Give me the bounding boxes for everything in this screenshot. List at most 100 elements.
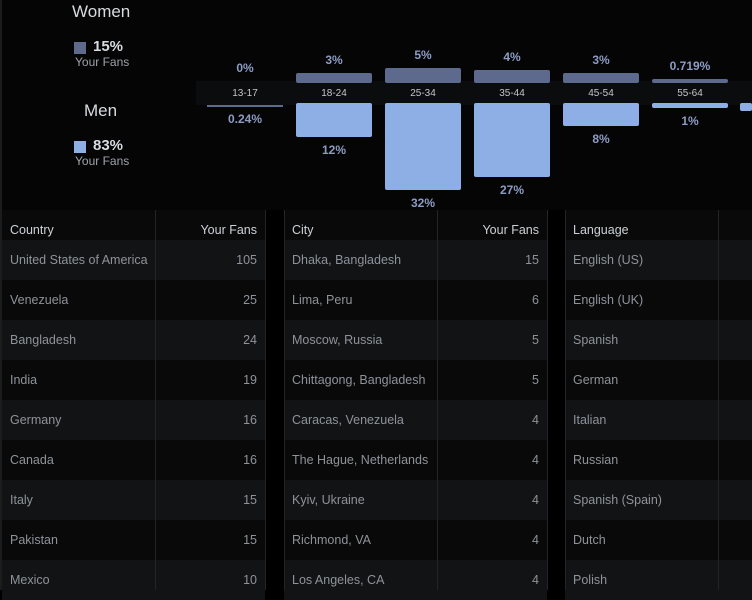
table-row[interactable]: Dhaka, Bangladesh 15 [284,240,547,280]
row-fan-count: 24 [243,333,257,347]
men-bar-18-24[interactable] [296,103,372,138]
row-name: German [573,373,619,387]
row-name: Italian [573,413,607,427]
table-row[interactable]: Kyiv, Ukraine 4 [284,480,547,520]
table-row[interactable]: Chittagong, Bangladesh 5 [284,360,547,400]
table-row[interactable]: United States of America 105 [2,240,265,280]
men-bar-13-17[interactable] [207,105,283,107]
country-column-divider [155,210,156,590]
table-row[interactable]: English (UK) [565,280,752,320]
country-fans-column-header[interactable]: Your Fans [200,223,257,237]
table-row[interactable]: German [565,360,752,400]
table-row[interactable]: Spanish (Spain) [565,480,752,520]
table-row[interactable]: India 19 [2,360,265,400]
men-bar-55-64[interactable] [652,103,728,108]
women-percent: 15% [93,38,124,55]
women-bar-55-64[interactable] [652,79,728,83]
table-row[interactable]: Spanish [565,320,752,360]
table-row[interactable]: Dutch [565,520,752,560]
men-bar-45-54[interactable] [563,103,639,127]
table-row[interactable]: Moscow, Russia 5 [284,320,547,360]
row-fan-count: 16 [243,413,257,427]
table-row[interactable]: Italy 15 [2,480,265,520]
row-fan-count: 4 [532,493,539,507]
men-bar-25-34[interactable] [385,103,461,191]
women-value-label-13-17: 0% [236,61,254,75]
women-bar-45-54[interactable] [563,72,639,83]
left-frame [0,0,2,590]
table-row[interactable]: Bangladesh 24 [2,320,265,360]
age-label-35-44: 35-44 [499,88,525,99]
women-value-label-55-64: 0.719% [669,59,711,74]
women-bar-35-44[interactable] [474,70,550,83]
city-table: City Your Fans Dhaka, Bangladesh 15 Lima, … [284,210,547,600]
men-value-label-55-64: 1% [681,113,699,128]
table-gap-right-2 [565,210,566,590]
row-name: Spanish [573,333,619,347]
row-name: Dutch [573,533,606,547]
table-row[interactable]: Mexico 10 [2,560,265,600]
row-name: Chittagong, Bangladesh [292,373,426,387]
age-label-18-24: 18-24 [321,88,347,99]
men-label: Men [84,101,118,120]
row-name: English (UK) [573,293,644,307]
city-column-header[interactable]: City [292,223,314,237]
table-row[interactable]: Caracas, Venezuela 4 [284,400,547,440]
row-name: Pakistan [10,533,58,547]
row-fan-count: 25 [243,293,257,307]
men-bar-35-44[interactable] [474,103,550,178]
table-row[interactable]: The Hague, Netherlands 4 [284,440,547,480]
row-name: Lima, Peru [292,293,353,307]
row-name: Caracas, Venezuela [292,413,404,427]
table-row[interactable]: Polish [565,560,752,600]
row-name: Dhaka, Bangladesh [292,253,402,267]
country-table: Country Your Fans United States of Ameri… [2,210,265,600]
country-column-header[interactable]: Country [10,223,54,237]
table-gap-right [284,210,285,590]
women-bar-25-34[interactable] [385,67,461,83]
language-column-divider [718,210,719,590]
row-name: Spanish (Spain) [573,493,662,507]
city-column-divider [437,210,438,590]
table-row[interactable]: Canada 16 [2,440,265,480]
row-name: United States of America [10,253,148,267]
women-bar-18-24[interactable] [296,72,372,83]
men-swatch [74,141,86,153]
table-row[interactable]: Richmond, VA 4 [284,520,547,560]
table-row[interactable]: Venezuela 25 [2,280,265,320]
table-row[interactable]: Los Angeles, CA 4 [284,560,547,600]
row-fan-count: 10 [243,573,257,587]
table-row[interactable]: Russian [565,440,752,480]
age-label-45-54: 45-54 [588,88,614,99]
women-swatch [74,42,86,54]
table-row[interactable]: Germany 16 [2,400,265,440]
city-fans-column-header[interactable]: Your Fans [482,223,539,237]
demographics-chart-panel: Women 15% Your Fans Men 83% Your Fans 13… [0,0,752,210]
row-name: Germany [10,413,62,427]
table-row[interactable]: Italian [565,400,752,440]
men-value-label-45-54: 8% [592,132,610,147]
language-column-header[interactable]: Language [573,223,629,237]
table-row[interactable]: English (US) [565,240,752,280]
table-gap-left [265,210,266,590]
age-label-25-34: 25-34 [410,88,436,99]
table-gap-left-2 [547,210,548,590]
row-name: India [10,373,38,387]
row-name: Kyiv, Ukraine [292,493,365,507]
row-name: English (US) [573,253,644,267]
row-fan-count: 105 [236,253,257,267]
table-row[interactable]: Lima, Peru 6 [284,280,547,320]
women-value-label-18-24: 3% [325,52,343,67]
row-name: Bangladesh [10,333,77,347]
row-fan-count: 5 [532,333,539,347]
women-value-label-45-54: 3% [592,52,610,67]
men-value-label-18-24: 12% [321,143,347,158]
men-bar-offscreen[interactable] [740,103,752,111]
row-fan-count: 5 [532,373,539,387]
row-fan-count: 4 [532,453,539,467]
row-name: Venezuela [10,293,69,307]
age-label-55-64: 55-64 [677,88,703,99]
row-name: Moscow, Russia [292,333,383,347]
men-value-label-35-44: 27% [499,183,525,198]
table-row[interactable]: Pakistan 15 [2,520,265,560]
